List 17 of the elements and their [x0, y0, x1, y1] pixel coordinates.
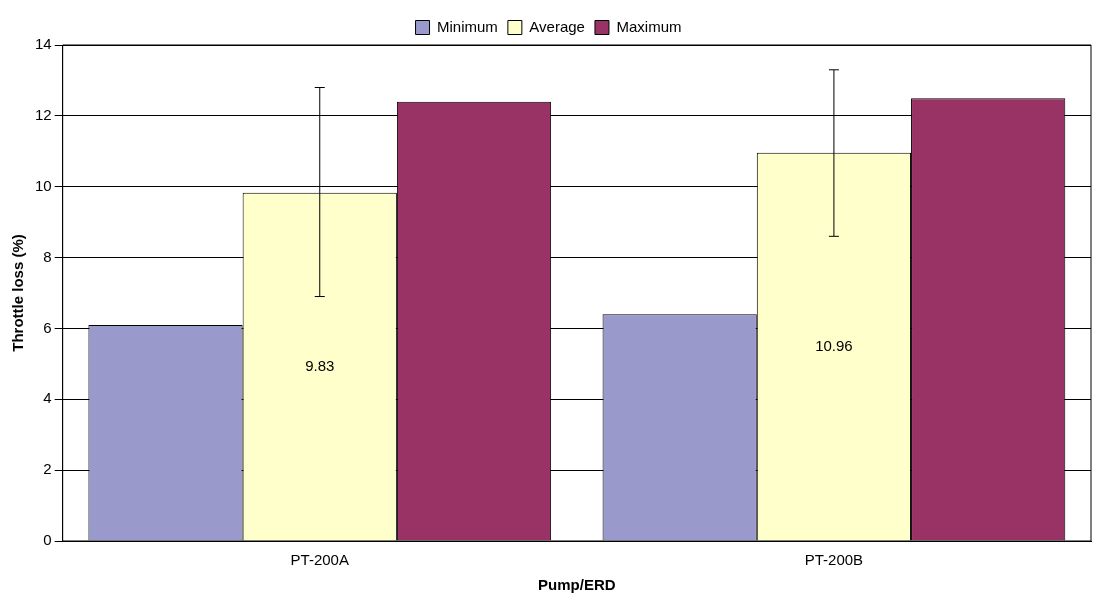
legend-label: Minimum — [437, 17, 498, 35]
y-tick-label: 14 — [35, 35, 52, 53]
y-tick-label: 10 — [35, 176, 52, 194]
data-label: 9.83 — [305, 356, 335, 374]
data-label: 10.96 — [815, 336, 853, 354]
legend-label: Maximum — [616, 17, 682, 35]
y-tick-label: 8 — [43, 247, 52, 265]
x-tick-label: PT-200B — [804, 551, 864, 569]
y-tick-label: 4 — [43, 389, 52, 407]
y-tick-label: 2 — [43, 460, 52, 478]
y-tick-label: 0 — [43, 531, 52, 549]
y-tick-label: 12 — [35, 106, 52, 123]
legend-label: Average — [529, 17, 585, 35]
y-axis-title: Throttle loss (%) — [9, 234, 27, 352]
y-tick-label: 6 — [43, 318, 52, 336]
x-axis-title: Pump/ERD — [538, 576, 616, 594]
x-tick-label: PT-200A — [290, 551, 349, 569]
